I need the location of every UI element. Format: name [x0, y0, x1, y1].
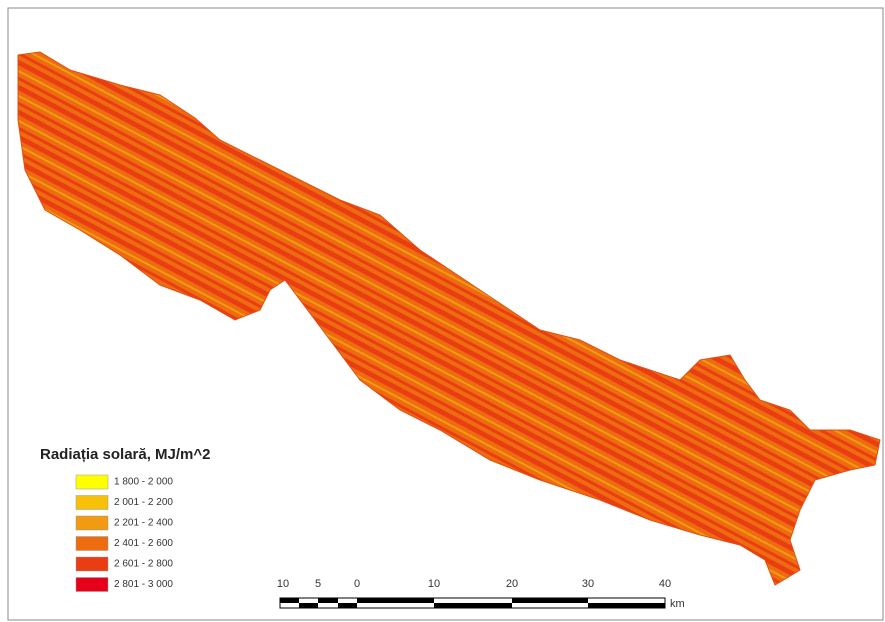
- scale-label: 40: [659, 578, 671, 590]
- page: {"legend": {"title": "Radiația solară, M…: [0, 0, 885, 622]
- legend-label: 2 201 - 2 400: [114, 518, 173, 529]
- scale-label: 5: [315, 578, 321, 590]
- legend-swatch: [76, 516, 108, 530]
- legend-title: Radiația solară, MJ/m^2: [40, 446, 211, 463]
- legend-swatch: [76, 496, 108, 510]
- scale-label: 20: [506, 578, 518, 590]
- scale-label: 10: [277, 578, 289, 590]
- legend-swatch: [76, 475, 108, 489]
- scale-bar-segment: [280, 598, 299, 603]
- legend-label: 2 001 - 2 200: [114, 497, 173, 508]
- map-frame: Radiația solară, MJ/m^2 km 1 800 - 2 000…: [0, 0, 885, 622]
- scale-label: 30: [582, 578, 594, 590]
- legend-swatch: [76, 578, 108, 592]
- legend-swatch: [76, 537, 108, 551]
- scale-bar-segment: [588, 603, 665, 608]
- legend-swatch: [76, 557, 108, 571]
- scale-bar-segment: [299, 603, 318, 608]
- legend-label: 2 401 - 2 600: [114, 538, 173, 549]
- scale-bar-segment: [338, 603, 357, 608]
- scale-unit: km: [670, 598, 685, 610]
- legend-label: 2 601 - 2 800: [114, 559, 173, 570]
- scale-bar-segment: [434, 603, 512, 608]
- legend-label: 2 801 - 3 000: [114, 579, 173, 590]
- scale-bar-segment: [512, 598, 588, 603]
- scale-label: 10: [428, 578, 440, 590]
- scale-bar-segment: [357, 598, 434, 603]
- legend-label: 1 800 - 2 000: [114, 477, 173, 488]
- scale-bar-segment: [318, 598, 338, 603]
- scale-label: 0: [354, 578, 360, 590]
